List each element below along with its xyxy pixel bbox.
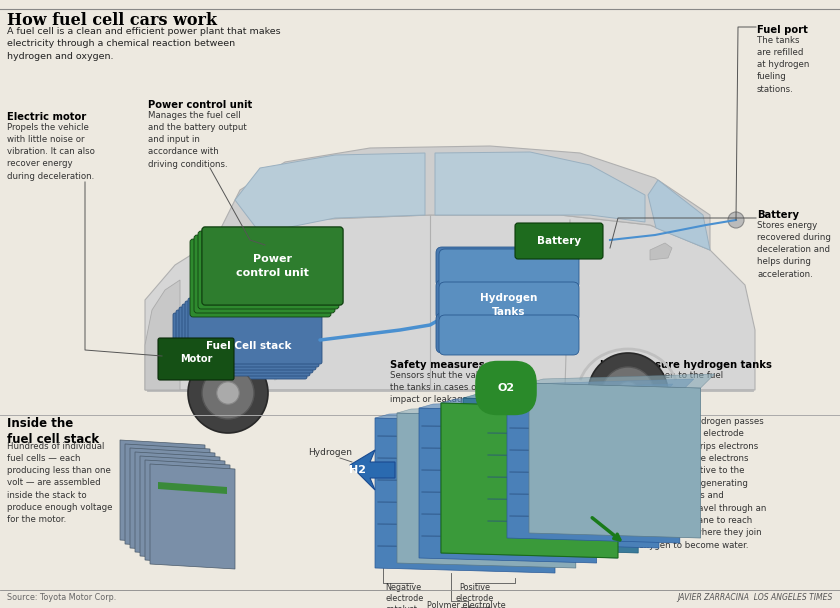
Polygon shape <box>507 379 694 393</box>
Circle shape <box>602 367 654 419</box>
Polygon shape <box>138 466 207 478</box>
Text: How fuel cell cars work: How fuel cell cars work <box>7 12 217 29</box>
Text: A fuel cell is a clean and efficient power plant that makes
electricity through : A fuel cell is a clean and efficient pow… <box>7 27 281 61</box>
Text: H2: H2 <box>349 465 366 475</box>
Circle shape <box>617 382 639 404</box>
FancyBboxPatch shape <box>182 304 316 370</box>
Polygon shape <box>148 474 217 486</box>
FancyBboxPatch shape <box>158 338 234 380</box>
Polygon shape <box>507 388 680 543</box>
Circle shape <box>588 353 668 433</box>
Polygon shape <box>150 464 235 569</box>
FancyBboxPatch shape <box>439 315 579 355</box>
Polygon shape <box>375 409 569 423</box>
Text: Source: Toyota Motor Corp.: Source: Toyota Motor Corp. <box>7 593 116 602</box>
Text: Fuel port: Fuel port <box>757 25 808 35</box>
FancyBboxPatch shape <box>185 301 319 367</box>
Polygon shape <box>419 408 596 563</box>
Text: Inside each cell, hydrogen passes
through a negative electrode
where a catalyst : Inside each cell, hydrogen passes throug… <box>618 417 766 550</box>
Polygon shape <box>463 389 652 403</box>
FancyBboxPatch shape <box>198 231 339 309</box>
FancyBboxPatch shape <box>176 310 310 376</box>
Polygon shape <box>650 243 672 260</box>
FancyBboxPatch shape <box>194 235 335 313</box>
Polygon shape <box>145 460 230 565</box>
FancyBboxPatch shape <box>173 313 307 379</box>
Text: Stores energy
recovered during
deceleration and
helps during
acceleration.: Stores energy recovered during decelerat… <box>757 221 831 278</box>
FancyBboxPatch shape <box>436 313 576 353</box>
Polygon shape <box>529 374 715 388</box>
FancyBboxPatch shape <box>202 227 343 305</box>
Text: Hundreds of individual
fuel cells — each
producing less than one
volt — are asse: Hundreds of individual fuel cells — each… <box>7 442 113 524</box>
Polygon shape <box>133 462 202 474</box>
Text: Electric motor: Electric motor <box>7 112 87 122</box>
Text: Propels the vehicle
with little noise or
vibration. It can also
recover energy
d: Propels the vehicle with little noise or… <box>7 123 95 181</box>
Polygon shape <box>140 456 225 561</box>
Text: O2: O2 <box>497 383 515 393</box>
Polygon shape <box>135 452 220 557</box>
FancyBboxPatch shape <box>436 280 576 320</box>
Polygon shape <box>158 482 227 494</box>
Polygon shape <box>143 470 212 482</box>
Text: Safety measures: Safety measures <box>390 360 485 370</box>
Polygon shape <box>145 215 755 390</box>
Polygon shape <box>441 394 632 408</box>
Text: Provide hydrogen to the fuel
cells.: Provide hydrogen to the fuel cells. <box>600 371 723 392</box>
Text: Power control unit: Power control unit <box>148 100 252 110</box>
Text: Hydrogen: Hydrogen <box>308 448 352 457</box>
Text: Sensors shut the valves of
the tanks in cases of
impact or leakage.: Sensors shut the valves of the tanks in … <box>390 371 504 404</box>
Text: The tanks
are refilled
at hydrogen
fueling
stations.: The tanks are refilled at hydrogen fueli… <box>757 36 810 94</box>
Text: Oxygen: Oxygen <box>513 383 546 392</box>
Text: Battery: Battery <box>757 210 799 220</box>
Circle shape <box>188 353 268 433</box>
Text: Positive
electrode
catalyst: Positive electrode catalyst <box>456 583 494 608</box>
FancyBboxPatch shape <box>179 307 313 373</box>
Text: Battery: Battery <box>537 236 581 246</box>
Polygon shape <box>463 398 638 553</box>
Text: High-pressure hydrogen tanks: High-pressure hydrogen tanks <box>600 360 772 370</box>
Polygon shape <box>235 153 425 233</box>
Polygon shape <box>485 393 659 548</box>
Polygon shape <box>145 280 180 390</box>
Polygon shape <box>350 450 395 490</box>
Text: Motor: Motor <box>180 354 213 364</box>
Text: Polymer electrolyte
membrane: Polymer electrolyte membrane <box>427 601 506 608</box>
Polygon shape <box>130 448 215 553</box>
Text: Power
control unit: Power control unit <box>236 254 309 278</box>
Text: Hydrogen
Tanks: Hydrogen Tanks <box>480 294 538 317</box>
FancyBboxPatch shape <box>439 282 579 322</box>
Text: Negative
electrode
catalyst: Negative electrode catalyst <box>385 583 423 608</box>
Polygon shape <box>435 152 645 222</box>
Polygon shape <box>397 404 590 418</box>
Text: Inside the
fuel cell stack: Inside the fuel cell stack <box>7 417 99 446</box>
Polygon shape <box>529 383 701 538</box>
Polygon shape <box>485 384 673 398</box>
Polygon shape <box>441 403 618 558</box>
Polygon shape <box>441 403 617 558</box>
FancyBboxPatch shape <box>190 239 331 317</box>
Polygon shape <box>419 399 611 413</box>
Text: JAVIER ZARRACINA  LOS ANGELES TIMES: JAVIER ZARRACINA LOS ANGELES TIMES <box>678 593 833 602</box>
Circle shape <box>217 382 239 404</box>
Polygon shape <box>128 458 197 470</box>
Text: Fuel Cell stack: Fuel Cell stack <box>207 341 291 351</box>
FancyBboxPatch shape <box>439 249 579 289</box>
Polygon shape <box>153 478 222 490</box>
Polygon shape <box>397 413 575 568</box>
Polygon shape <box>215 146 710 250</box>
Circle shape <box>202 367 254 419</box>
Circle shape <box>728 212 744 228</box>
FancyBboxPatch shape <box>436 247 576 287</box>
FancyBboxPatch shape <box>202 227 343 305</box>
Polygon shape <box>375 418 555 573</box>
Text: Manages the fuel cell
and the battery output
and input in
accordance with
drivin: Manages the fuel cell and the battery ou… <box>148 111 247 168</box>
FancyBboxPatch shape <box>515 223 603 259</box>
Text: Water: Water <box>627 539 654 548</box>
Polygon shape <box>120 440 205 545</box>
Polygon shape <box>125 444 210 549</box>
Polygon shape <box>648 180 710 250</box>
FancyBboxPatch shape <box>188 298 322 364</box>
